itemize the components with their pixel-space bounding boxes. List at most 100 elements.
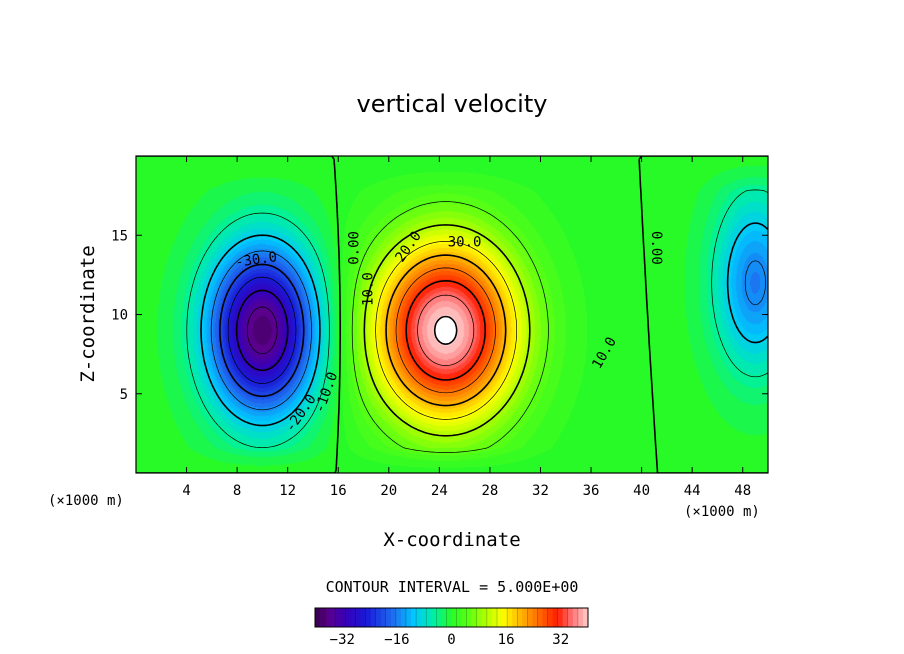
contour-lines <box>136 156 768 473</box>
colorbar-cell <box>330 608 336 627</box>
colorbar-cell <box>431 608 437 627</box>
contour-level <box>433 315 458 345</box>
colorbar-cell <box>491 608 498 627</box>
colorbar-cell <box>471 608 478 627</box>
x-tick-label: 24 <box>431 483 448 499</box>
colorbar-cell <box>400 608 407 627</box>
colorbar-cell <box>441 608 447 627</box>
contour-label: 30.0 <box>448 235 482 251</box>
colorbar-cell <box>436 608 442 627</box>
y-tick-label: 5 <box>120 387 128 403</box>
colorbar-cell <box>340 608 346 627</box>
colorbar-cell <box>426 608 432 627</box>
colorbar-cell <box>507 608 513 627</box>
x-tick-label: 16 <box>330 483 347 499</box>
colorbar-cell <box>567 608 574 627</box>
colorbar-cell <box>421 608 427 627</box>
y-axis-label: Z-coordinate <box>77 245 99 382</box>
x-unit-right: (×1000 m) <box>684 504 760 520</box>
colorbar-cell <box>360 608 366 627</box>
colorbar-cell <box>451 608 457 627</box>
contour-level <box>375 240 518 420</box>
colorbar-cell <box>461 608 468 627</box>
colorbar-tick-label: 0 <box>447 632 455 648</box>
contour-label: 0.00 <box>346 231 362 265</box>
colorbar-cell <box>390 608 397 627</box>
colorbar-cell <box>572 608 579 627</box>
colorbar-cell <box>522 608 528 627</box>
contour-label-text: 0.00 <box>346 231 362 265</box>
colorbar-cell <box>527 608 533 627</box>
chart-title: vertical velocity <box>357 90 548 118</box>
contour-level <box>417 294 475 366</box>
colorbar-cell <box>476 608 483 627</box>
x-tick-label: 12 <box>279 483 296 499</box>
colorbar-cell <box>380 608 387 627</box>
colorbar-cell <box>486 608 493 627</box>
x-tick-label: 8 <box>233 483 241 499</box>
colorbar-cell <box>355 608 361 627</box>
contour-level <box>136 156 768 473</box>
colorbar-cell <box>350 608 356 627</box>
colorbar-frame <box>314 607 589 628</box>
contour-level <box>235 289 289 372</box>
contour-label-text: 10.0 <box>360 272 376 306</box>
colorbar <box>314 608 589 627</box>
contour-level <box>363 224 531 437</box>
x-tick-label: 36 <box>583 483 600 499</box>
colorbar-cell <box>446 608 452 627</box>
colorbar-cell <box>577 608 584 627</box>
contour-label-text: -30.0 <box>234 249 278 271</box>
contour-level <box>200 222 768 427</box>
contour-level <box>210 250 766 411</box>
x-tick-label: 40 <box>633 483 650 499</box>
x-tick-label: 32 <box>532 483 549 499</box>
contour-label-text: 30.0 <box>448 235 482 251</box>
colorbar-cell <box>411 608 417 627</box>
colorbar-cell <box>532 608 538 627</box>
contour-level <box>385 254 507 407</box>
colorbar-cell <box>456 608 463 627</box>
x-axis-ticks: 4 8 12 16 20 24 28 32 36 40 44 48 <box>182 156 751 499</box>
colorbar-cell <box>537 608 543 627</box>
colorbar-cell <box>370 608 377 627</box>
colorbar-cell <box>557 608 564 627</box>
colorbar-cell <box>375 608 382 627</box>
x-tick-label: 4 <box>182 483 190 499</box>
contour-interval-label: CONTOUR INTERVAL = 5.000E+00 <box>326 578 579 596</box>
x-unit-left: (×1000 m) <box>48 493 124 509</box>
colorbar-cell <box>542 608 548 627</box>
colorbar-ticks: −32 −16 0 16 32 <box>330 632 569 648</box>
colorbar-cell <box>512 608 518 627</box>
colorbar-cell <box>582 608 589 627</box>
colorbar-cell <box>315 608 321 627</box>
contour-level <box>219 263 305 398</box>
y-tick-label: 15 <box>111 228 128 244</box>
colorbar-cell <box>552 608 559 627</box>
x-tick-label: 44 <box>684 483 701 499</box>
colorbar-cell <box>385 608 392 627</box>
contour-level <box>186 189 768 449</box>
contour-level <box>227 276 297 384</box>
colorbar-cell <box>562 608 569 627</box>
colorbar-tick-label: −32 <box>330 632 355 648</box>
x-axis-label: X-coordinate <box>383 529 520 551</box>
colorbar-tick-label: 32 <box>552 632 569 648</box>
colorbar-cell <box>497 608 503 627</box>
y-tick-label: 10 <box>111 308 128 324</box>
contour-label-text: 0.00 <box>648 231 664 265</box>
contour-level <box>351 201 549 453</box>
colorbar-cell <box>325 608 331 627</box>
colorbar-cell <box>395 608 402 627</box>
contour-level <box>246 306 278 355</box>
colorbar-cell <box>502 608 508 627</box>
colorbar-cell <box>406 608 412 627</box>
contour-level <box>405 280 486 381</box>
contour-label: -30.0 <box>234 249 278 271</box>
contour-label: 0.00 <box>648 231 664 265</box>
colorbar-cell <box>416 608 422 627</box>
contour-level <box>395 267 496 394</box>
colorbar-cell <box>320 608 326 627</box>
